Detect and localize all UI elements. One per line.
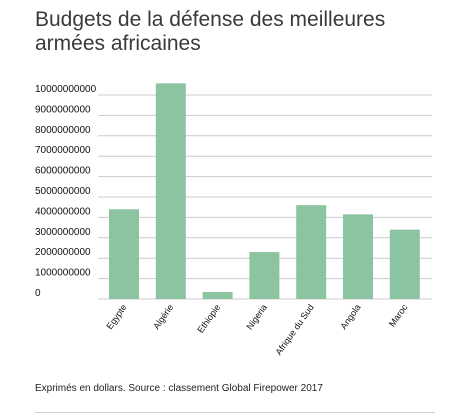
x-category-label: Ethiopie (195, 302, 222, 334)
source-note: Exprimés en dollars. Source : classement… (35, 383, 323, 394)
y-tick-label: 0 (35, 288, 41, 299)
x-category-label: Nigeria (244, 302, 269, 331)
x-axis-category-labels: Egypte Algérie Ethiopie Nigeria Afrique du S… (104, 302, 409, 357)
x-category-label: Afrique du Sud (273, 302, 315, 357)
y-axis-tick-labels: 0 1000000000 2000000000 3000000000 400000000… (35, 84, 97, 299)
bars (109, 83, 420, 299)
y-tick-label: 9000000000 (35, 104, 91, 115)
y-tick-label: 3000000000 (35, 227, 91, 238)
footer-divider (35, 412, 435, 413)
bar-angola (343, 214, 373, 299)
x-category-label: Egypte (104, 302, 128, 331)
bar-afrique-du-sud (296, 205, 327, 299)
grid-lines (98, 94, 432, 300)
x-category-label: Angola (338, 302, 362, 331)
y-tick-label: 5000000000 (35, 186, 91, 197)
bar-ethiopie (202, 292, 233, 299)
x-category-label: Algérie (151, 302, 175, 331)
y-tick-label: 2000000000 (35, 247, 91, 258)
bar-egypte (109, 209, 139, 299)
y-tick-label: 8000000000 (35, 125, 91, 136)
bar-alg-rie (155, 83, 186, 299)
y-tick-label: 7000000000 (35, 145, 91, 156)
y-tick-label: 4000000000 (35, 206, 91, 217)
y-tick-label: 1000000000 (35, 268, 91, 279)
bar-maroc (389, 229, 420, 299)
bar-nigeria (249, 252, 280, 299)
y-tick-label: 10000000000 (35, 84, 97, 95)
y-tick-label: 6000000000 (35, 166, 91, 177)
chart-title: Budgets de la défense des meilleures arm… (35, 8, 386, 55)
x-category-label: Maroc (387, 302, 410, 329)
